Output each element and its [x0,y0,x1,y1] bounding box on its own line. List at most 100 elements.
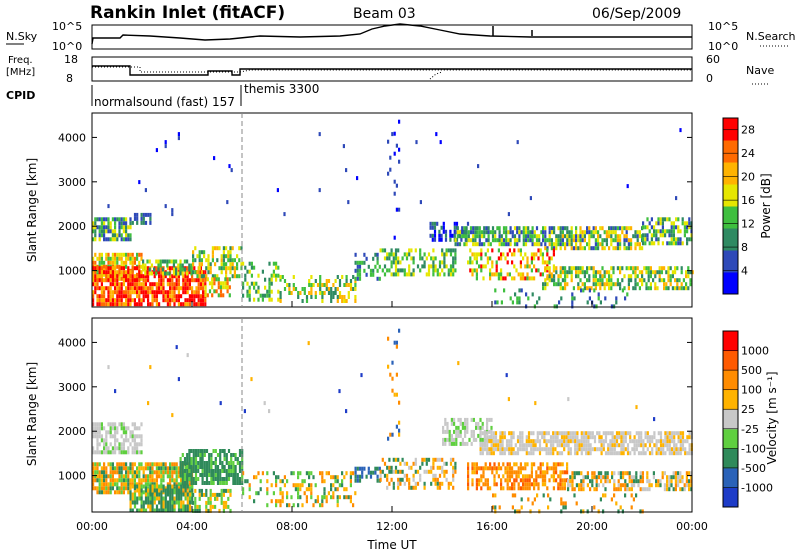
echo-cell [292,471,295,476]
echo-cell [92,446,95,451]
echo-cell [395,344,398,349]
echo-cell [180,488,183,493]
echo-cell [486,486,489,491]
echo-cell [518,238,521,243]
echo-cell [580,509,583,514]
echo-cell [200,492,203,497]
echo-cell [118,474,121,479]
echo-cell [412,461,415,466]
echo-cell [223,481,226,485]
echo-cell [567,479,570,484]
echo-cell [201,469,204,473]
echo-cell [642,241,645,246]
echo-cell [171,478,174,483]
colorbar-swatch [723,118,738,141]
echo-cell [499,439,502,444]
echo-cell [606,471,609,476]
echo-cell [190,461,193,465]
echo-cell [149,500,152,505]
echo-cell [586,286,589,291]
echo-cell [133,282,136,287]
echo-cell [634,286,637,291]
echo-cell [527,431,531,436]
echo-cell [655,451,658,456]
echo-cell [103,478,106,483]
echo-cell [98,430,101,435]
echo-cell [658,274,661,279]
echo-cell [618,451,621,456]
echo-cell [319,275,322,279]
echo-cell [541,478,544,483]
echo-cell [338,295,342,299]
echo-cell [646,431,649,436]
echo-cell [480,264,483,269]
echo-cell [619,246,622,251]
echo-cell [581,266,584,271]
echo-cell [127,490,130,495]
echo-cell [100,470,103,475]
echo-cell [630,238,633,243]
echo-cell [356,272,359,277]
echo-cell [443,461,446,466]
echo-cell [508,451,511,456]
echo-cell [122,266,125,271]
echo-cell [469,248,472,253]
echo-cell [542,226,545,231]
echo-cell [548,466,551,471]
echo-cell [637,431,641,436]
echo-cell [674,278,677,283]
echo-cell [100,217,103,222]
echo-cell [633,451,636,456]
echo-cell [546,274,549,279]
echo-cell [546,276,549,281]
echo-cell [401,469,404,474]
echo-cell [530,482,533,487]
echo-cell [272,491,275,496]
echo-cell [275,261,278,266]
echo-cell [162,470,165,475]
echo-cell [246,479,249,484]
echo-cell [619,238,622,243]
echo-cell [307,341,310,346]
echo-cell [268,297,271,302]
echo-cell [398,207,401,212]
echo-cell [453,441,456,446]
echo-cell [231,258,234,263]
echo-cell [153,267,156,272]
echo-cell [308,279,311,283]
echo-cell [522,234,525,239]
echo-cell [238,477,242,481]
echo-cell [229,266,232,271]
echo-cell [586,471,589,476]
echo-cell [539,470,542,475]
echo-cell [611,443,614,448]
echo-cell [622,435,625,440]
echo-cell [554,435,557,440]
echo-cell [535,226,539,231]
echo-cell [133,474,136,479]
echo-cell [125,466,128,471]
echo-cell [530,260,533,265]
echo-cell [545,431,548,436]
echo-cell [566,270,569,275]
echo-cell [127,294,130,299]
echo-cell [549,497,552,502]
echo-cell [554,431,557,436]
echo-cell [670,435,674,440]
echo-cell [181,461,184,465]
echo-cell [578,483,581,488]
echo-cell [465,230,468,235]
echo-cell [478,466,481,471]
echo-cell [522,478,525,483]
echo-cell [638,286,641,291]
echo-cell [528,276,531,281]
echo-cell [118,290,121,295]
echo-cell [155,466,158,471]
echo-cell [508,439,511,444]
echo-cell [597,292,600,297]
echo-cell [661,217,664,222]
echo-cell [449,268,453,273]
echo-cell [103,217,106,222]
echo-cell [138,426,141,431]
echo-cell [542,238,545,243]
